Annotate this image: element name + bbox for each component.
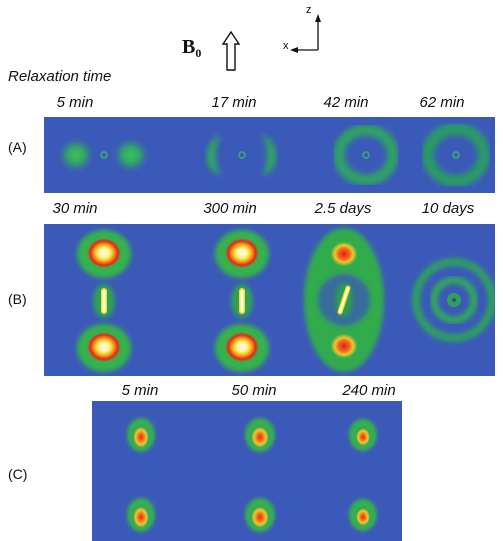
- time-label-a3: 42 min: [323, 94, 369, 111]
- time-label-b3: 2.5 days: [314, 200, 372, 217]
- image-c3: [349, 419, 377, 531]
- image-strip-b: [44, 224, 495, 376]
- image-a3: [333, 124, 399, 186]
- image-b2: [215, 230, 269, 372]
- field-subscript: 0: [195, 46, 202, 60]
- time-label-c2: 50 min: [231, 382, 277, 399]
- time-label-c1: 5 min: [121, 382, 159, 399]
- image-c2: [245, 418, 275, 532]
- row-label-a: (A): [8, 139, 27, 155]
- field-arrow-icon: [221, 30, 241, 71]
- image-strip-c: [92, 401, 402, 541]
- time-label-c3: 240 min: [342, 382, 396, 399]
- image-b1: [77, 230, 131, 372]
- axis-z-label: z: [306, 4, 312, 16]
- time-label-b4: 10 days: [421, 200, 475, 217]
- row-label-b: (B): [8, 291, 27, 307]
- field-symbol: B: [182, 36, 196, 58]
- image-c1: [127, 418, 155, 532]
- axis-x-label: x: [283, 40, 289, 52]
- relaxation-time-label: Relaxation time: [8, 68, 112, 85]
- time-label-a2: 17 min: [211, 94, 257, 111]
- time-label-a4: 62 min: [419, 94, 465, 111]
- image-b3: [304, 228, 384, 372]
- time-label-a1: 5 min: [56, 94, 94, 111]
- coordinate-axes-icon: [290, 14, 321, 53]
- image-b4: [412, 258, 495, 342]
- image-a2: [206, 135, 277, 175]
- image-strip-a: [44, 117, 495, 193]
- row-label-c: (C): [8, 466, 28, 482]
- field-label: B0: [182, 36, 201, 61]
- image-a1: [59, 139, 148, 171]
- image-a4: [422, 123, 490, 187]
- time-label-b2: 300 min: [203, 200, 257, 217]
- time-label-b1: 30 min: [52, 200, 98, 217]
